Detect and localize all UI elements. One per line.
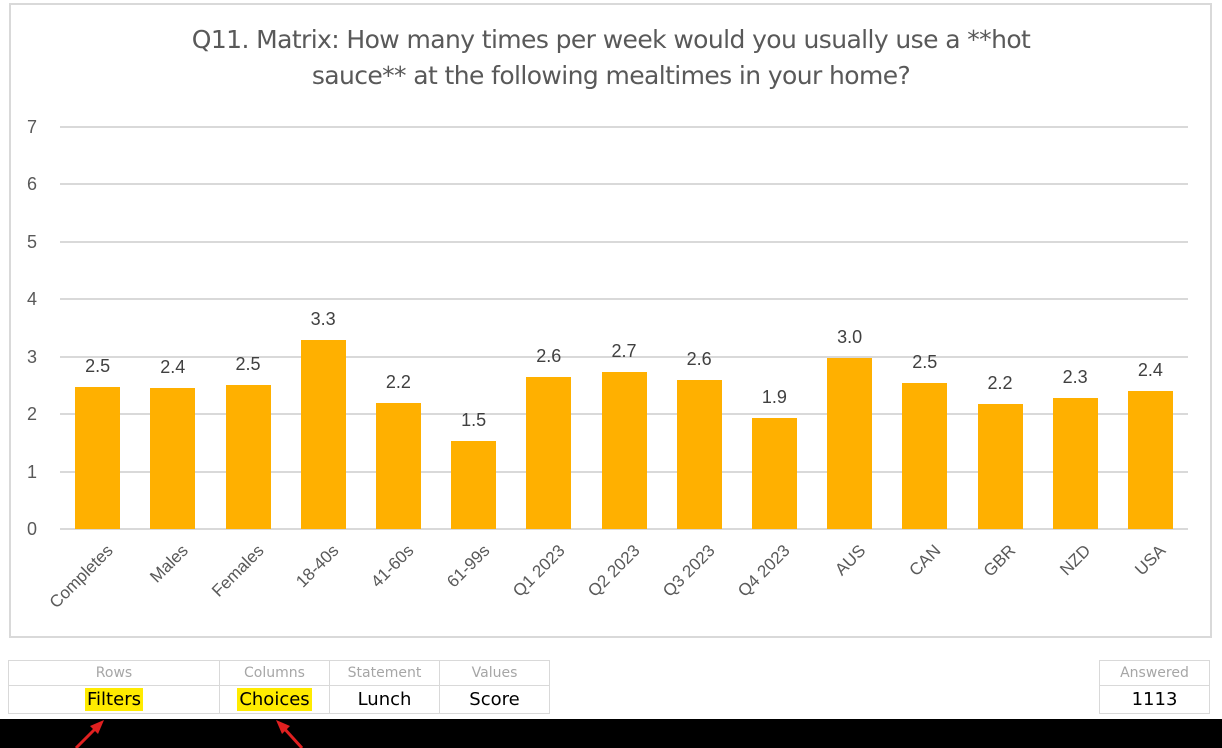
bar-data-label: 2.6 [686, 349, 712, 370]
y-tick-label: 0 [26, 519, 37, 539]
gridline [60, 355, 1188, 358]
bar[interactable] [225, 385, 271, 529]
gridline [60, 126, 1188, 128]
gridline [60, 528, 1188, 530]
bar[interactable] [451, 440, 497, 529]
answered-table: Answered 1113 [1099, 660, 1210, 714]
y-tick-label: 7 [26, 117, 37, 137]
rows-value: Filters [85, 688, 143, 711]
values-header: Values [439, 660, 550, 686]
bar[interactable] [75, 387, 121, 529]
bar[interactable] [526, 377, 572, 529]
statement-value: Lunch [357, 689, 412, 710]
bar-data-label: 3.3 [310, 309, 336, 330]
chart-frame [9, 3, 1212, 638]
bar[interactable] [375, 403, 421, 529]
gridline [60, 240, 1188, 243]
bar[interactable] [902, 383, 948, 529]
values-value-cell[interactable]: Score [439, 685, 550, 714]
bar-data-label: 1.9 [761, 386, 787, 407]
bar[interactable] [827, 357, 873, 529]
y-tick-label: 1 [26, 461, 37, 482]
bar[interactable] [977, 404, 1023, 529]
y-tick-label: 3 [26, 346, 37, 367]
arrow-annotation-rows-icon [74, 720, 104, 748]
rows-header: Rows [8, 660, 220, 686]
y-tick-label: 4 [26, 289, 37, 310]
bar-data-label: 2.6 [536, 346, 562, 367]
bar[interactable] [1052, 398, 1098, 529]
gridline [60, 183, 1188, 186]
bar-data-label: 2.2 [385, 372, 411, 393]
answered-header: Answered [1099, 660, 1210, 686]
answered-value: 1113 [1099, 685, 1210, 714]
y-tick-label: 6 [26, 174, 37, 195]
values-value: Score [469, 689, 520, 710]
y-tick-label: 2 [26, 404, 37, 425]
bar-data-label: 2.4 [1137, 360, 1163, 381]
columns-header: Columns [219, 660, 330, 686]
bar-data-label: 2.5 [85, 356, 111, 377]
bar[interactable] [601, 372, 647, 529]
rows-value-cell[interactable]: Filters [8, 685, 220, 714]
y-tick-label: 5 [26, 231, 37, 252]
bar[interactable] [676, 380, 722, 529]
columns-value: Choices [237, 688, 312, 711]
gridline [60, 298, 1188, 301]
bar[interactable] [150, 388, 196, 529]
arrow-annotation-columns-icon [276, 720, 304, 748]
bar[interactable] [1127, 391, 1173, 529]
chart-title: Q11. Matrix: How many times per week wou… [0, 22, 1222, 94]
bar-data-label: 2.5 [912, 352, 938, 373]
columns-value-cell[interactable]: Choices [219, 685, 330, 714]
query-settings-table: Rows Columns Statement Values Filters Ch… [8, 660, 550, 714]
chart-title-line-2: sauce** at the following mealtimes in yo… [311, 61, 911, 90]
bar[interactable] [300, 340, 346, 529]
bar-data-label: 2.5 [235, 354, 261, 375]
bar[interactable] [751, 417, 797, 529]
statement-header: Statement [329, 660, 440, 686]
bar-data-label: 2.4 [160, 357, 186, 378]
bar-data-label: 3.0 [837, 326, 863, 347]
chart-title-line-1: Q11. Matrix: How many times per week wou… [191, 25, 1031, 54]
bar-data-label: 2.7 [611, 341, 637, 362]
statement-value-cell[interactable]: Lunch [329, 685, 440, 714]
bar-data-label: 1.5 [461, 409, 487, 430]
bar-data-label: 2.2 [987, 373, 1013, 394]
bar-data-label: 2.3 [1062, 367, 1088, 388]
black-band [0, 719, 1222, 748]
